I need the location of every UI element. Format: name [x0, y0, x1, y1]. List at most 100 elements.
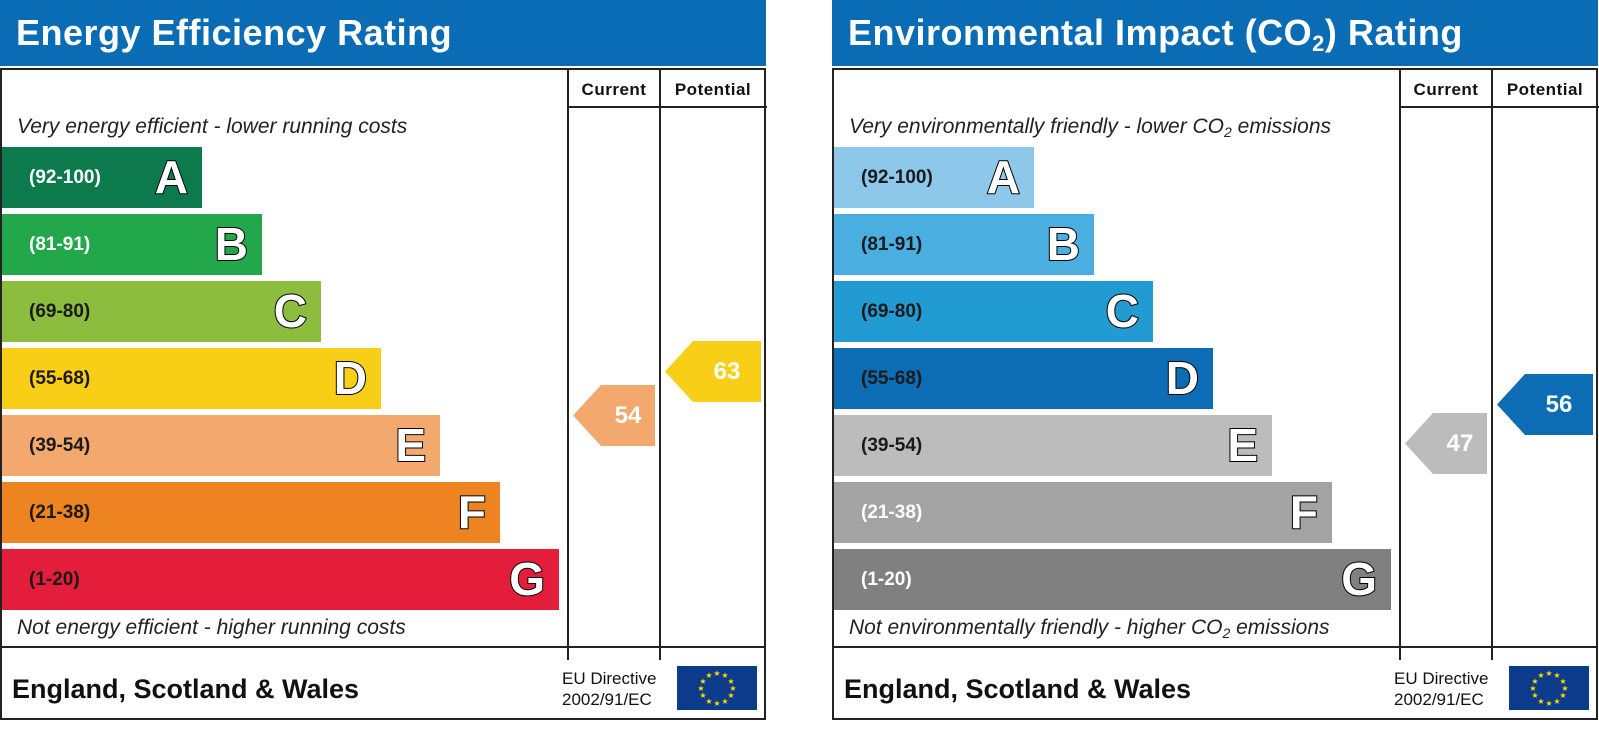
current-arrow-fill: [573, 385, 655, 446]
eu-directive-line1: EU Directive: [562, 669, 657, 688]
column-header-potential: Potential: [674, 80, 752, 99]
band-letter: F: [1289, 485, 1319, 539]
band-range-label: (21-38): [861, 502, 923, 523]
eu-flag-icon: ★ ★ ★ ★ ★ ★ ★ ★ ★ ★ ★ ★: [1509, 666, 1589, 710]
column-header-current: Current: [1413, 80, 1479, 99]
svg-text:★: ★: [1531, 691, 1538, 700]
svg-text:★: ★: [721, 697, 728, 706]
svg-text:★: ★: [721, 671, 728, 680]
band-g: (1-20) G: [2, 549, 559, 610]
divider-potential: [1491, 70, 1493, 660]
eu-directive: EU Directive 2002/91/EC: [1394, 668, 1488, 710]
title-main: Environmental Impact (CO: [848, 12, 1313, 53]
band-d: (55-68) D: [2, 348, 381, 409]
potential-arrow-fill: [665, 341, 761, 402]
svg-text:★: ★: [699, 691, 706, 700]
band-range-label: (81-91): [861, 234, 923, 255]
caption-bottom: Not environmentally friendly - higher CO…: [849, 616, 1330, 641]
header-rule: [1399, 106, 1599, 108]
svg-text:★: ★: [705, 671, 712, 680]
band-letter: C: [273, 284, 308, 338]
svg-text:★: ★: [1545, 699, 1552, 708]
chart-title: Environmental Impact (CO2) Rating: [832, 0, 1598, 66]
band-letter: G: [1340, 552, 1378, 606]
caption-top-end: emissions: [1231, 115, 1332, 138]
current-rating-value: 54: [614, 402, 642, 429]
divider-potential: [659, 70, 661, 660]
column-header-current: Current: [581, 80, 647, 99]
current-arrow-fill: [1405, 413, 1487, 474]
band-range-label: (1-20): [29, 569, 80, 590]
band-d: (55-68) D: [834, 348, 1213, 409]
band-letter: A: [154, 150, 189, 204]
band-f: (21-38) F: [834, 482, 1332, 543]
current-rating-arrow: 54: [573, 385, 655, 446]
band-range-label: (92-100): [29, 167, 101, 188]
svg-text:★: ★: [729, 684, 736, 693]
svg-text:★: ★: [1537, 697, 1544, 706]
band-letter: E: [1226, 418, 1259, 472]
chart-frame: Current Potential Very environmentally f…: [832, 68, 1599, 720]
current-rating-arrow: 47: [1405, 413, 1487, 474]
svg-text:★: ★: [1559, 691, 1566, 700]
energy-efficiency-chart: Energy Efficiency Rating Current Potenti…: [0, 0, 767, 720]
band-range-label: (21-38): [29, 502, 91, 523]
svg-text:★: ★: [1537, 671, 1544, 680]
band-letter: B: [1046, 217, 1081, 271]
svg-text:★: ★: [1545, 669, 1552, 678]
band-a: (92-100) A: [2, 147, 202, 208]
band-c: (69-80) C: [834, 281, 1153, 342]
svg-text:★: ★: [727, 677, 734, 686]
band-c: (69-80) C: [2, 281, 321, 342]
environmental-impact-chart: Environmental Impact (CO2) Rating Curren…: [832, 0, 1599, 720]
band-letter: A: [986, 150, 1021, 204]
footer-region: England, Scotland & Wales: [12, 674, 360, 704]
band-range-label: (81-91): [29, 234, 91, 255]
band-e: (39-54) E: [2, 415, 440, 476]
band-letter: D: [1165, 351, 1200, 405]
band-b: (81-91) B: [2, 214, 262, 275]
title-end: ) Rating: [1324, 12, 1463, 53]
title-subscript: 2: [1312, 31, 1325, 56]
band-letter: F: [457, 485, 487, 539]
current-arrow-shape: [1405, 413, 1487, 474]
band-range-label: (55-68): [861, 368, 923, 389]
band-letter: C: [1105, 284, 1140, 338]
band-range-label: (39-54): [861, 435, 923, 456]
band-range-label: (55-68): [29, 368, 91, 389]
band-letter: D: [333, 351, 368, 405]
svg-text:★: ★: [1529, 684, 1536, 693]
band-b: (81-91) B: [834, 214, 1094, 275]
chart-frame: Current Potential Very energy efficient …: [0, 68, 767, 720]
svg-text:★: ★: [1553, 697, 1560, 706]
svg-text:★: ★: [713, 699, 720, 708]
svg-text:★: ★: [1531, 677, 1538, 686]
eu-directive-line1: EU Directive: [1394, 669, 1489, 688]
band-range-label: (69-80): [861, 301, 923, 322]
band-letter: G: [508, 552, 546, 606]
band-letter: B: [214, 217, 249, 271]
current-arrow-shape: [573, 385, 655, 446]
svg-text:★: ★: [705, 697, 712, 706]
svg-text:★: ★: [1559, 677, 1566, 686]
band-range-label: (92-100): [861, 167, 933, 188]
caption-top-main: Very environmentally friendly - lower CO: [849, 115, 1225, 138]
potential-rating-arrow: 56: [1497, 374, 1593, 435]
potential-arrow-shape: [1497, 374, 1593, 435]
potential-rating-arrow: 63: [665, 341, 761, 402]
potential-rating-value: 63: [713, 358, 741, 385]
potential-rating-value: 56: [1545, 391, 1573, 418]
current-rating-value: 47: [1446, 430, 1474, 457]
column-header-potential: Potential: [1506, 80, 1584, 99]
svg-text:★: ★: [1561, 684, 1568, 693]
svg-text:★: ★: [699, 677, 706, 686]
svg-text:★: ★: [727, 691, 734, 700]
caption-top: Very environmentally friendly - lower CO…: [849, 115, 1331, 140]
band-letter: E: [394, 418, 427, 472]
divider-current: [567, 70, 569, 660]
band-e: (39-54) E: [834, 415, 1272, 476]
band-a: (92-100) A: [834, 147, 1034, 208]
band-range-label: (39-54): [29, 435, 91, 456]
svg-text:★: ★: [713, 669, 720, 678]
caption-bottom-main: Not environmentally friendly - higher CO: [849, 616, 1223, 639]
